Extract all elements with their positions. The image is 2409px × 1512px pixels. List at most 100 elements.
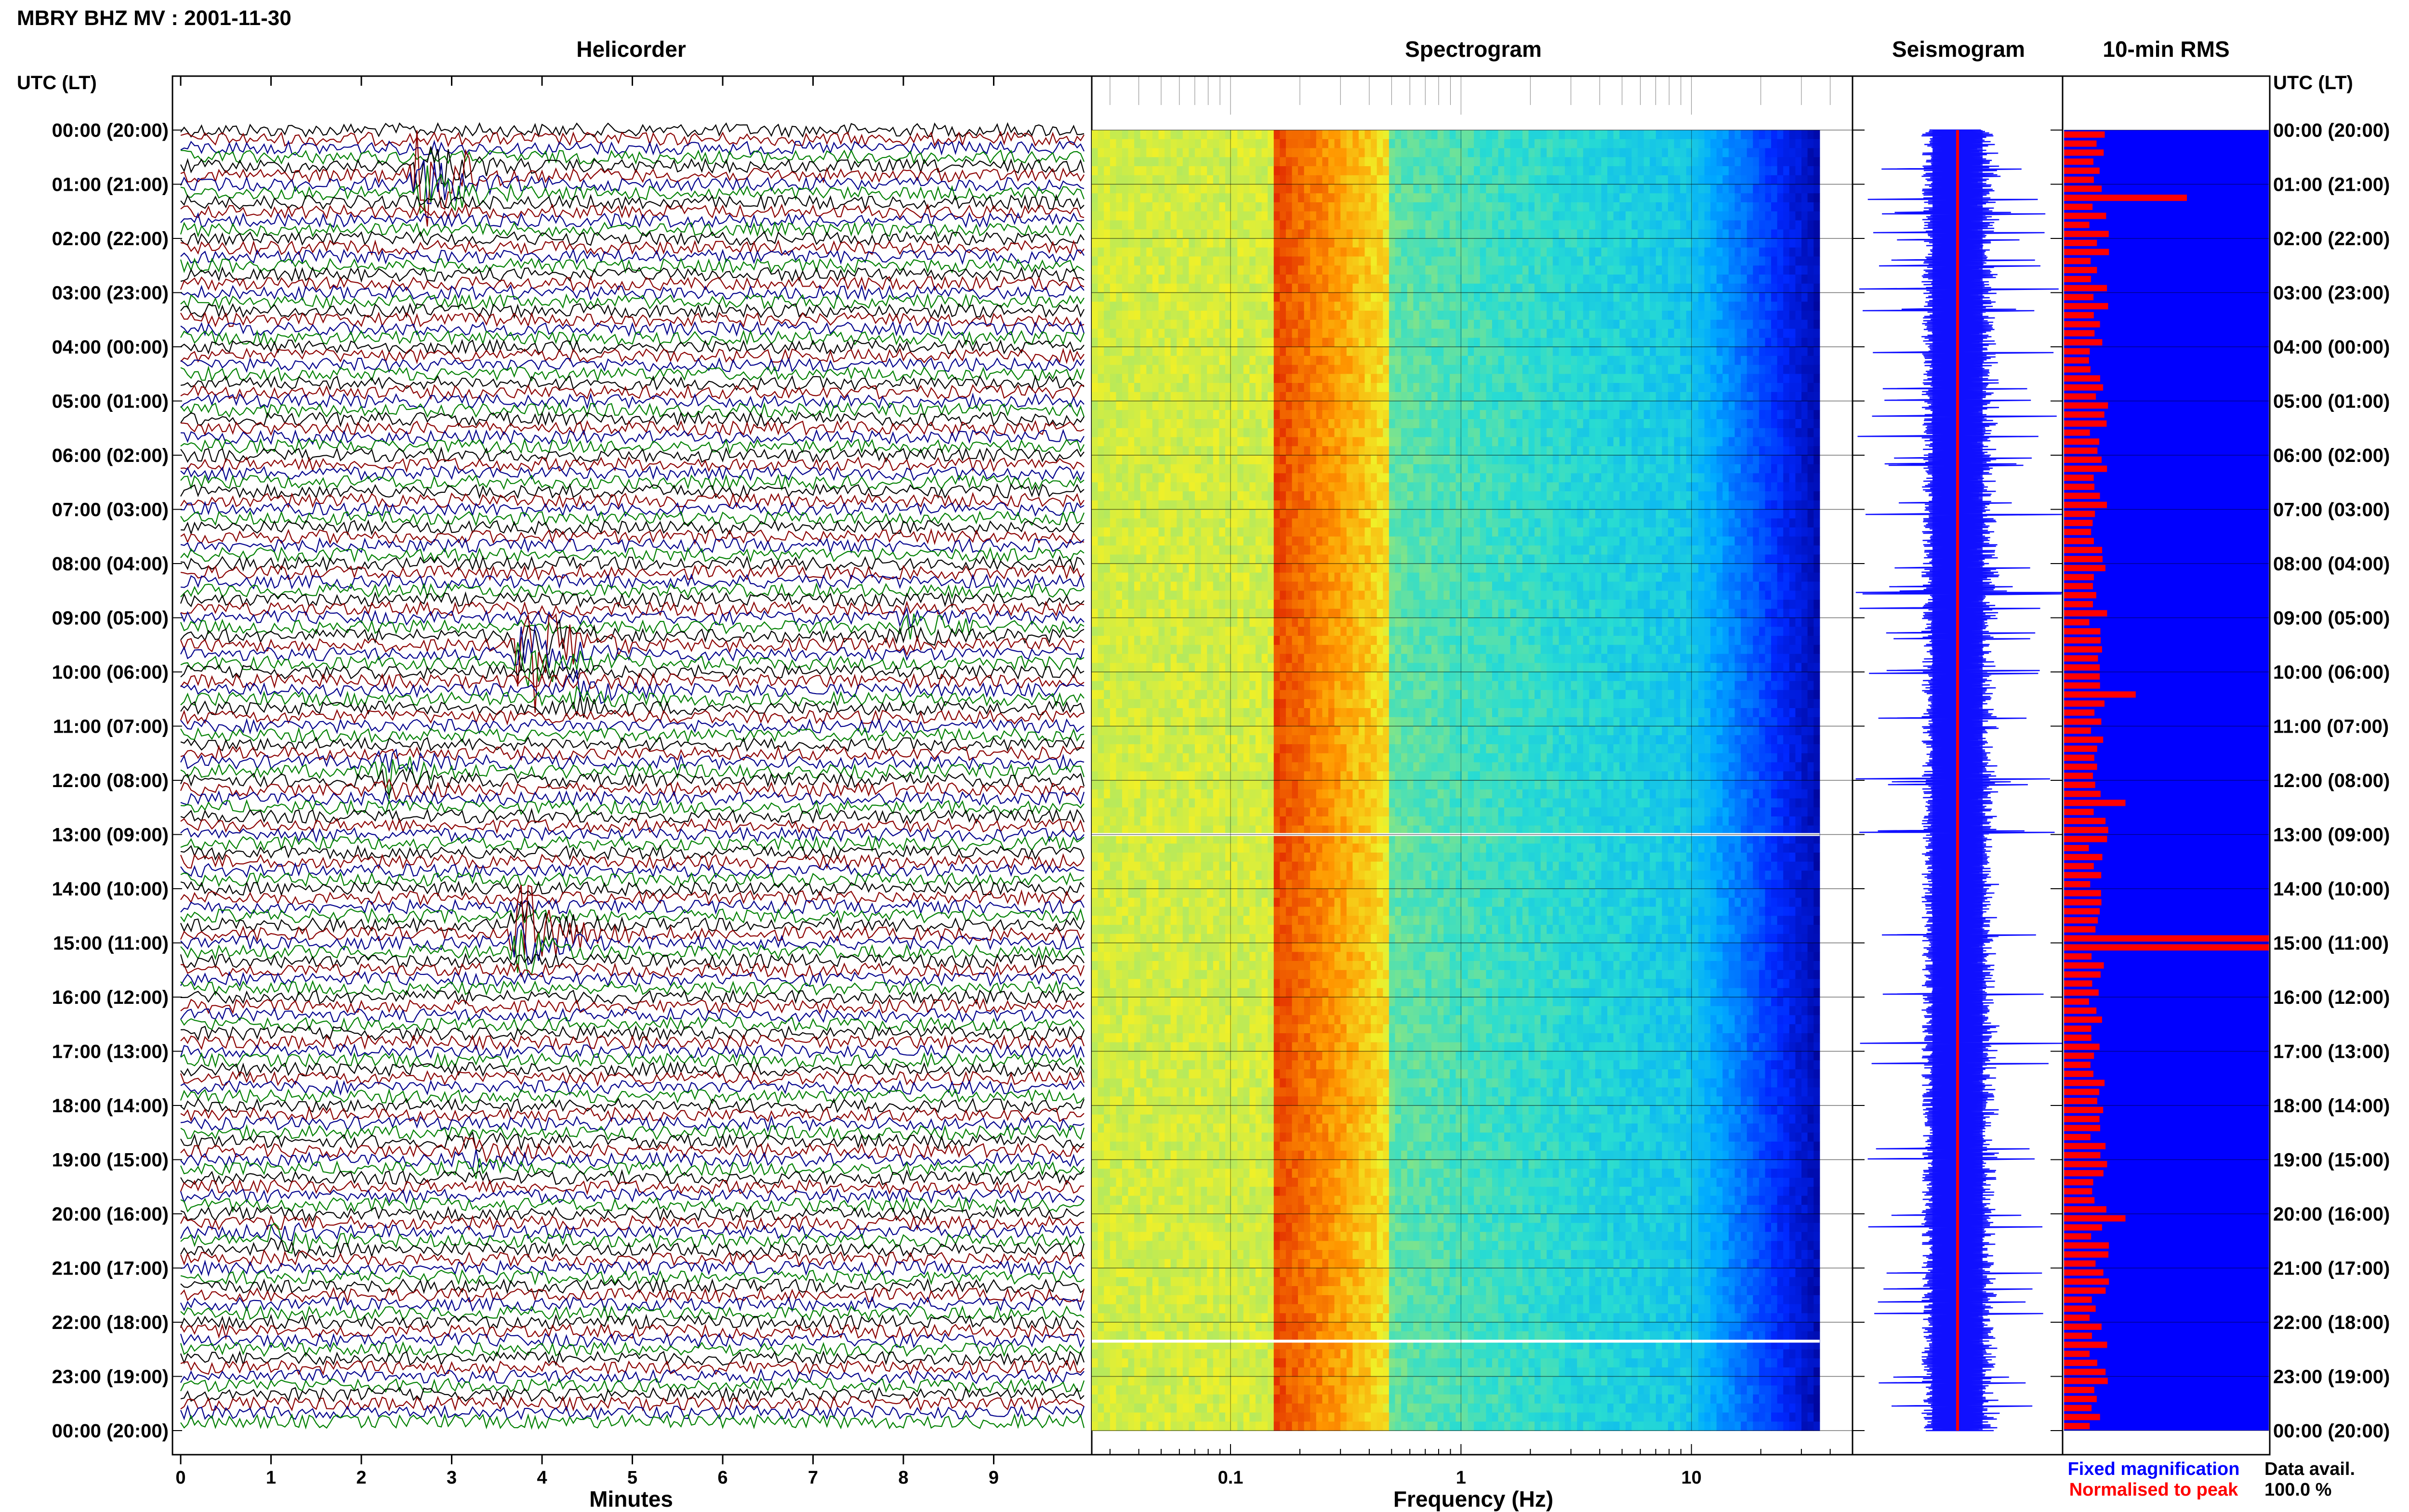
spectrogram-cell: [1310, 455, 1317, 465]
spectrogram-cell: [1170, 256, 1177, 266]
spectrogram-cell: [1449, 275, 1456, 284]
spectrogram-cell: [1728, 319, 1735, 329]
spectrogram-cell: [1364, 446, 1371, 456]
spectrogram-cell: [1607, 446, 1614, 456]
spectrogram-cell: [1468, 374, 1474, 383]
spectrogram-cell: [1565, 365, 1572, 374]
spectrogram-cell: [1583, 139, 1589, 149]
spectrogram-cell: [1225, 365, 1232, 374]
spectrogram-cell: [1722, 184, 1729, 194]
spectrogram-cell: [1468, 419, 1474, 429]
spectrogram-cell: [1571, 193, 1577, 203]
spectrogram-cell: [1650, 473, 1656, 483]
spectrogram-cell: [1456, 292, 1462, 302]
spectrogram-cell: [1128, 157, 1135, 167]
spectrogram-cell: [1389, 401, 1396, 410]
spectrogram-cell: [1152, 482, 1159, 492]
spectrogram-cell: [1638, 401, 1644, 410]
spectrogram-cell: [1182, 238, 1189, 248]
spectrogram-cell: [1255, 283, 1262, 293]
spectrogram-cell: [1443, 275, 1450, 284]
spectrogram-cell: [1364, 311, 1371, 320]
spectrogram-cell: [1589, 184, 1596, 194]
spectrogram-cell: [1807, 220, 1814, 230]
spectrogram-cell: [1255, 302, 1262, 311]
spectrogram-cell: [1674, 383, 1681, 393]
spectrogram-cell: [1328, 410, 1335, 420]
spectrogram-cell: [1535, 329, 1541, 338]
spectrogram-cell: [1607, 355, 1614, 366]
spectrogram-cell: [1589, 139, 1596, 149]
spectrogram-cell: [1092, 130, 1099, 140]
spectrogram-cell: [1249, 410, 1256, 420]
helicorder-trace-row: [180, 1124, 1085, 1141]
spectrogram-cell: [1389, 148, 1396, 158]
spectrogram-cell: [1280, 482, 1286, 492]
spectrogram-cell: [1462, 329, 1469, 338]
spectrogram-cell: [1613, 383, 1620, 393]
spectrogram-cell: [1407, 265, 1414, 275]
spectrogram-cell: [1304, 292, 1310, 302]
spectrogram-cell: [1468, 446, 1474, 456]
spectrogram-cell: [1741, 256, 1747, 266]
spectrogram-cell: [1377, 166, 1383, 176]
spectrogram-cell: [1655, 175, 1662, 185]
spectrogram-cell: [1255, 193, 1262, 203]
spectrogram-cell: [1182, 157, 1189, 167]
spectrogram-cell: [1571, 166, 1577, 176]
spectrogram-cell: [1431, 256, 1438, 266]
spectrogram-cell: [1789, 446, 1796, 456]
spectrogram-cell: [1207, 157, 1214, 167]
spectrogram-cell: [1389, 446, 1396, 456]
spectrogram-cell: [1643, 275, 1650, 284]
spectrogram-cell: [1552, 437, 1559, 447]
spectrogram-cell: [1710, 455, 1717, 465]
spectrogram-cell: [1328, 455, 1335, 465]
spectrogram-cell: [1352, 311, 1359, 320]
spectrogram-cell: [1540, 401, 1547, 410]
spectrogram-cell: [1165, 329, 1171, 338]
spectrogram-cell: [1110, 482, 1116, 492]
spectrogram-cell: [1104, 428, 1111, 438]
spectrogram-cell: [1650, 319, 1656, 329]
spectrogram-cell: [1692, 419, 1699, 429]
spectrogram-cell: [1474, 229, 1481, 239]
spectrogram-cell: [1577, 455, 1584, 465]
spectrogram-cell: [1261, 319, 1268, 329]
spectrogram-cell: [1328, 256, 1335, 266]
spectrogram-cell: [1413, 383, 1420, 393]
spectrogram-cell: [1456, 247, 1462, 257]
spectrogram-cell: [1619, 220, 1626, 230]
spectrogram-cell: [1559, 229, 1565, 239]
spectrogram-cell: [1625, 166, 1632, 176]
spectrogram-cell: [1789, 211, 1796, 221]
spectrogram-cell: [1765, 283, 1772, 293]
spectrogram-cell: [1340, 175, 1347, 185]
spectrogram-cell: [1395, 229, 1402, 239]
spectrogram-cell: [1377, 256, 1383, 266]
spectrogram-cell: [1601, 437, 1608, 447]
spectrogram-cell: [1747, 292, 1753, 302]
spectrogram-cell: [1771, 473, 1778, 483]
spectrogram-cell: [1213, 130, 1219, 140]
spectrogram-cell: [1595, 383, 1602, 393]
spectrogram-cell: [1395, 238, 1402, 248]
spectrogram-cell: [1765, 319, 1772, 329]
spectrogram-cell: [1128, 184, 1135, 194]
spectrogram-cell: [1601, 311, 1608, 320]
spectrogram-cell: [1650, 410, 1656, 420]
spectrogram-cell: [1522, 292, 1529, 302]
spectrogram-cell: [1571, 365, 1577, 374]
spectrogram-cell: [1747, 139, 1753, 149]
spectrogram-cell: [1565, 419, 1572, 429]
spectrogram-cell: [1285, 175, 1293, 185]
spectrogram-cell: [1177, 428, 1183, 438]
spectrogram-cell: [1650, 446, 1656, 456]
spectrogram-cell: [1340, 482, 1347, 492]
spectrogram-cell: [1128, 473, 1135, 483]
spectrogram-cell: [1110, 175, 1116, 185]
spectrogram-cell: [1201, 247, 1207, 257]
spectrogram-cell: [1110, 157, 1116, 167]
spectrogram-cell: [1328, 229, 1335, 239]
spectrogram-cell: [1437, 157, 1444, 167]
